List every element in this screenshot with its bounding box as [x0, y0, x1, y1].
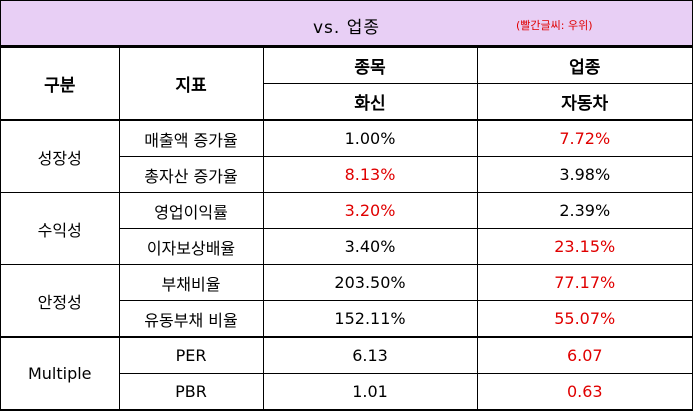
sector-value: 55.07% — [476, 300, 692, 338]
group-label: Multiple — [1, 336, 120, 410]
metric: 부채비율 — [118, 264, 264, 301]
header-cell: 화신 — [263, 83, 478, 121]
sector-value: 23.15% — [476, 228, 692, 265]
group-label: 성장성 — [1, 119, 120, 193]
group-label: 수익성 — [1, 192, 120, 265]
sector-value: 6.07 — [476, 336, 692, 374]
comparison-table: 구분 지표 종목 업종 화신 자동차 성장성 매출액 증가율 1.00% 7.72% 총… — [1, 47, 692, 410]
title-band: vs. 업종 (빨간글씨: 우위) — [1, 1, 692, 47]
sector-value: 77.17% — [476, 264, 692, 301]
stock-value: 203.50% — [262, 264, 478, 301]
header-cell: 업종 — [476, 47, 692, 84]
header-cell: 자동차 — [476, 83, 692, 121]
stock-value: 3.40% — [262, 228, 478, 265]
metric: 매출액 증가율 — [118, 119, 264, 157]
stock-value: 3.20% — [262, 192, 478, 229]
metric: 영업이익률 — [118, 192, 264, 229]
metric: 유동부채 비율 — [119, 300, 264, 338]
metric: 이자보상배율 — [119, 228, 264, 265]
note: (빨간글씨: 우위) — [516, 19, 593, 32]
sector-value: 0.63 — [476, 373, 692, 410]
header-cell: 구분 — [1, 47, 120, 121]
header-cell: 종목 — [262, 47, 478, 84]
metric: 총자산 증가율 — [119, 156, 264, 193]
group-label: 안정성 — [1, 264, 120, 338]
stock-value: 1.01 — [262, 373, 478, 410]
sector-value: 7.72% — [476, 119, 692, 157]
stock-value: 152.11% — [262, 300, 478, 338]
metric: PER — [118, 336, 264, 374]
stock-value: 6.13 — [262, 336, 478, 374]
title: vs. 업종 — [312, 18, 380, 38]
sector-value: 3.98% — [476, 156, 692, 193]
stock-value: 8.13% — [262, 156, 478, 193]
header-cell: 지표 — [118, 47, 264, 121]
sector-value: 2.39% — [476, 192, 692, 229]
metric: PBR — [119, 373, 264, 410]
stock-value: 1.00% — [262, 119, 478, 157]
